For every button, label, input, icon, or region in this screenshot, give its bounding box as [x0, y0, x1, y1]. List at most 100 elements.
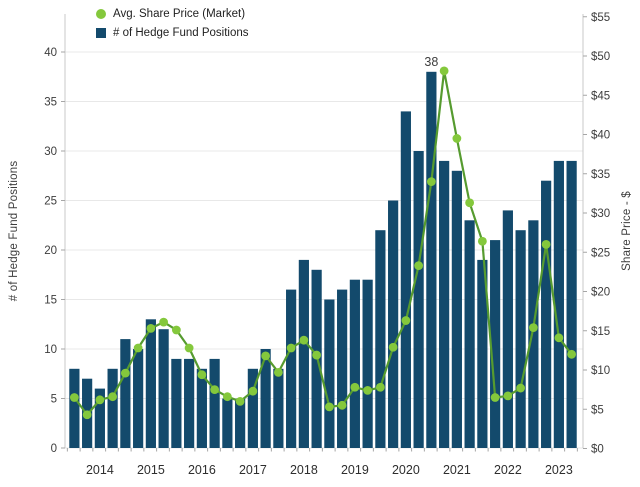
hedge-fund-positions-bar [413, 151, 424, 448]
hedge-fund-positions-bar [426, 71, 437, 449]
year-label: 2023 [545, 463, 573, 477]
hedge-fund-positions-bar [362, 279, 373, 448]
share-price-point [261, 351, 271, 361]
right-axis-tick-label: $30 [591, 208, 610, 220]
legend: Avg. Share Price (Market) # of Hedge Fun… [96, 7, 249, 40]
hedge-fund-positions-bar [247, 368, 258, 448]
hedge-fund-positions-bar [337, 289, 348, 448]
left-axis-tick-label: 20 [44, 245, 57, 257]
year-label: 2014 [86, 463, 114, 477]
hedge-fund-positions-bar [273, 368, 284, 448]
year-label: 2020 [392, 463, 420, 477]
hedge-fund-positions-bar [515, 230, 526, 448]
share-price-point [477, 236, 487, 246]
share-price-point [337, 400, 347, 410]
hedge-fund-positions-bar [145, 319, 156, 448]
share-price-point [516, 383, 526, 393]
share-price-point [452, 134, 462, 143]
hedge-fund-positions-bar [502, 210, 513, 448]
right-axis-tick-label: $55 [591, 12, 610, 24]
hedge-fund-positions-bar [388, 200, 399, 448]
left-axis-tick-label: 5 [51, 394, 57, 406]
left-axis-tick-label: 15 [44, 295, 57, 307]
legend-label-share-price: Avg. Share Price (Market) [113, 8, 246, 20]
legend-item-share-price: Avg. Share Price (Market) [96, 7, 249, 21]
hedge-fund-positions-bar [477, 259, 488, 448]
hedge-fund-positions-bar [553, 160, 564, 448]
share-price-point [235, 397, 245, 406]
year-label: 2021 [443, 463, 471, 477]
hedge-fund-positions-bar [298, 259, 309, 448]
share-price-point [528, 323, 538, 333]
share-price-point [273, 367, 283, 377]
hedge-fund-positions-bar [184, 358, 195, 448]
year-label: 2015 [137, 463, 165, 477]
share-price-point [69, 393, 79, 402]
share-price-point [363, 386, 373, 395]
hedge-fund-positions-bar [541, 180, 552, 448]
hedge-fund-positions-bar [107, 368, 118, 448]
right-axis-title: Share Price - $ [621, 191, 633, 271]
right-axis-tick-label: $0 [591, 444, 604, 456]
max-bar-value-label: 38 [424, 55, 438, 69]
hedge-fund-positions-bar [528, 220, 539, 448]
share-price-point [146, 323, 156, 333]
share-price-point [554, 333, 564, 343]
hedge-fund-positions-bar [69, 368, 80, 448]
hedge-fund-positions-bar [324, 299, 335, 448]
share-price-point [171, 325, 181, 335]
year-label: 2019 [341, 463, 369, 477]
hedge-fund-square-icon [96, 28, 106, 38]
share-price-point [120, 368, 130, 378]
hedge-fund-positions-bar [451, 170, 462, 449]
hedge-fund-positions-bar [375, 230, 386, 448]
hedge-fund-positions-bar [349, 279, 360, 448]
right-axis-tick-label: $50 [591, 51, 610, 63]
hedge-fund-positions-bar [158, 329, 169, 448]
left-axis-tick-label: 35 [44, 97, 57, 109]
share-price-point [541, 240, 551, 249]
hedge-fund-positions-bar [94, 388, 105, 448]
share-price-point [312, 350, 322, 360]
hedge-fund-positions-bar [222, 398, 233, 448]
share-price-dot-icon [96, 9, 106, 19]
left-axis-tick-label: 25 [44, 196, 57, 208]
hedge-fund-positions-bar [400, 111, 411, 449]
hedge-fund-positions-bar [209, 358, 220, 448]
right-axis-tick-label: $35 [591, 169, 610, 181]
share-price-point [299, 335, 309, 345]
share-price-point [388, 342, 398, 352]
hedge-fund-positions-bar [196, 368, 207, 448]
share-price-point [375, 382, 385, 392]
share-price-point [401, 316, 411, 325]
share-price-point [567, 349, 577, 359]
share-price-point [414, 261, 424, 270]
share-price-point [184, 343, 194, 353]
share-price-point [465, 198, 475, 208]
share-price-line [73, 69, 573, 416]
right-axis-tick-label: $20 [591, 287, 610, 299]
right-axis-tick-label: $25 [591, 247, 610, 259]
left-axis-tick-label: 10 [44, 344, 57, 356]
share-price-point [210, 385, 220, 395]
left-axis-tick-label: 30 [44, 146, 57, 158]
share-price-point [324, 402, 334, 412]
hedge-fund-positions-bar [566, 160, 577, 448]
hedge-fund-positions-bar [235, 398, 246, 448]
right-axis-tick-label: $45 [591, 90, 610, 102]
right-axis-tick-label: $40 [591, 130, 610, 142]
share-price-point [503, 391, 513, 401]
share-price-point [95, 395, 105, 405]
share-price-point [82, 410, 92, 420]
legend-label-hedge-fund-positions: # of Hedge Fund Positions [113, 27, 249, 39]
right-axis-tick-label: $10 [591, 365, 610, 377]
hedge-fund-positions-bar [286, 289, 297, 448]
left-axis-title: # of Hedge Fund Positions [8, 160, 20, 302]
left-axis-tick-label: 0 [51, 443, 57, 455]
share-price-point [159, 317, 169, 327]
share-price-point [439, 66, 449, 76]
share-price-point [248, 386, 258, 396]
hedge-fund-positions-bar [133, 349, 144, 448]
share-price-point [350, 382, 360, 392]
